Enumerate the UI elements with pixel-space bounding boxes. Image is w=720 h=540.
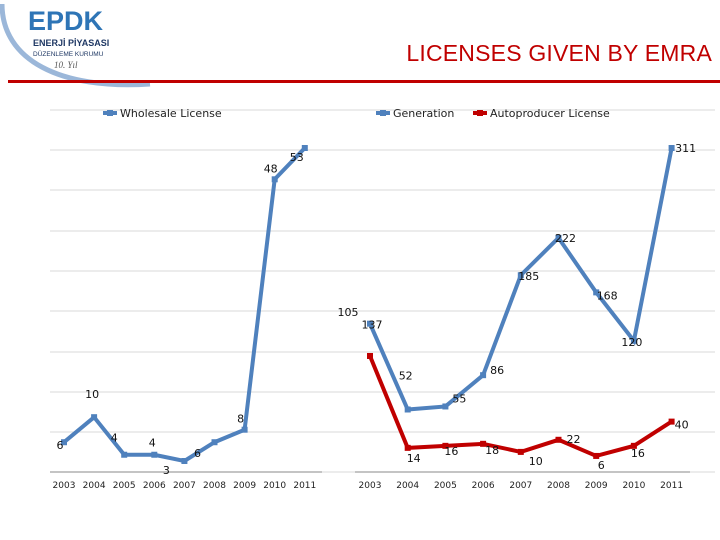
x-tick-label: 2008 [547, 481, 570, 491]
data-point [593, 289, 600, 296]
data-label: 48 [264, 162, 278, 175]
data-label: 4 [111, 432, 118, 445]
epdk-logo: EPDK ENERJİ PİYASASI DÜZENLEME KURUMU 10… [0, 3, 151, 88]
x-tick-label: 2004 [83, 481, 106, 491]
page-title: LICENSES GIVEN BY EMRA [406, 40, 712, 66]
data-point [211, 439, 218, 446]
x-tick-label: 2010 [263, 481, 286, 491]
x-tick-label: 2003 [53, 481, 76, 491]
data-point [593, 452, 600, 459]
data-label: 105 [338, 306, 359, 319]
x-tick-label: 2003 [359, 481, 382, 491]
data-point [181, 458, 188, 464]
legend-label: Autoproducer License [490, 107, 610, 120]
data-label: 311 [675, 142, 696, 155]
data-label: 137 [362, 319, 383, 332]
logo-line1: ENERJİ PİYASASI [33, 38, 109, 48]
data-label: 185 [518, 270, 539, 283]
data-point [517, 448, 524, 455]
x-tick-label: 2005 [434, 481, 457, 491]
data-point [404, 444, 411, 451]
x-tick-label: 2007 [173, 481, 196, 491]
data-point [61, 439, 67, 446]
legend-marker [107, 110, 113, 116]
x-tick-label: 2006 [472, 481, 495, 491]
data-point [241, 426, 248, 433]
data-label: 86 [490, 364, 504, 377]
x-tick-label: 2009 [233, 481, 256, 491]
data-label: 4 [149, 437, 156, 450]
x-tick-label: 2006 [143, 481, 166, 491]
data-point [367, 352, 373, 359]
data-label: 40 [675, 419, 689, 432]
data-point [555, 234, 562, 241]
x-tick-label: 2011 [660, 481, 683, 491]
data-label: 222 [555, 232, 576, 245]
data-label: 55 [452, 392, 466, 405]
x-tick-label: 2010 [622, 481, 645, 491]
data-label: 120 [621, 336, 642, 349]
data-label: 16 [631, 447, 645, 460]
x-tick-label: 2011 [293, 481, 316, 491]
logo-swoosh [0, 3, 151, 88]
logo-mark: EPDK [28, 6, 104, 36]
data-point [555, 436, 562, 443]
data-label: 6 [57, 439, 64, 452]
data-point [442, 442, 449, 449]
data-point [630, 337, 637, 344]
data-point [668, 418, 675, 425]
data-label: 52 [399, 369, 413, 382]
data-point [301, 145, 308, 151]
data-point [404, 406, 411, 413]
data-point [442, 403, 449, 410]
data-point [630, 442, 637, 449]
legend-marker [380, 110, 386, 116]
data-point [367, 320, 373, 327]
data-label: 53 [290, 151, 304, 164]
data-label: 18 [485, 444, 499, 457]
data-point [151, 451, 158, 458]
data-point [480, 372, 487, 379]
x-tick-label: 2004 [396, 481, 419, 491]
data-label: 168 [597, 289, 618, 302]
data-label: 16 [444, 445, 458, 458]
legend-label: Wholesale License [120, 107, 222, 120]
data-label: 10 [529, 455, 543, 468]
data-label: 6 [194, 447, 201, 460]
x-tick-label: 2005 [113, 481, 136, 491]
legend-marker [477, 110, 483, 116]
data-label: 3 [163, 464, 170, 477]
data-label: 22 [567, 433, 581, 446]
title-underline [8, 80, 720, 83]
data-label: 14 [407, 452, 421, 465]
series-line [368, 355, 673, 459]
x-tick-label: 2007 [509, 481, 532, 491]
data-point [517, 272, 524, 279]
data-label: 10 [85, 388, 99, 401]
data-point [480, 440, 487, 447]
logo-line2: DÜZENLEME KURUMU [33, 50, 104, 58]
data-point [91, 414, 98, 421]
x-tick-label: 2008 [203, 481, 226, 491]
x-tick-label: 2009 [585, 481, 608, 491]
data-point [121, 451, 128, 458]
data-label: 8 [237, 413, 244, 426]
data-label: 6 [598, 459, 605, 472]
series-line [62, 146, 307, 464]
logo-sub: 10. Yıl [54, 60, 78, 70]
data-point [668, 145, 675, 151]
data-point [271, 176, 278, 183]
legend-label: Generation [393, 107, 454, 120]
